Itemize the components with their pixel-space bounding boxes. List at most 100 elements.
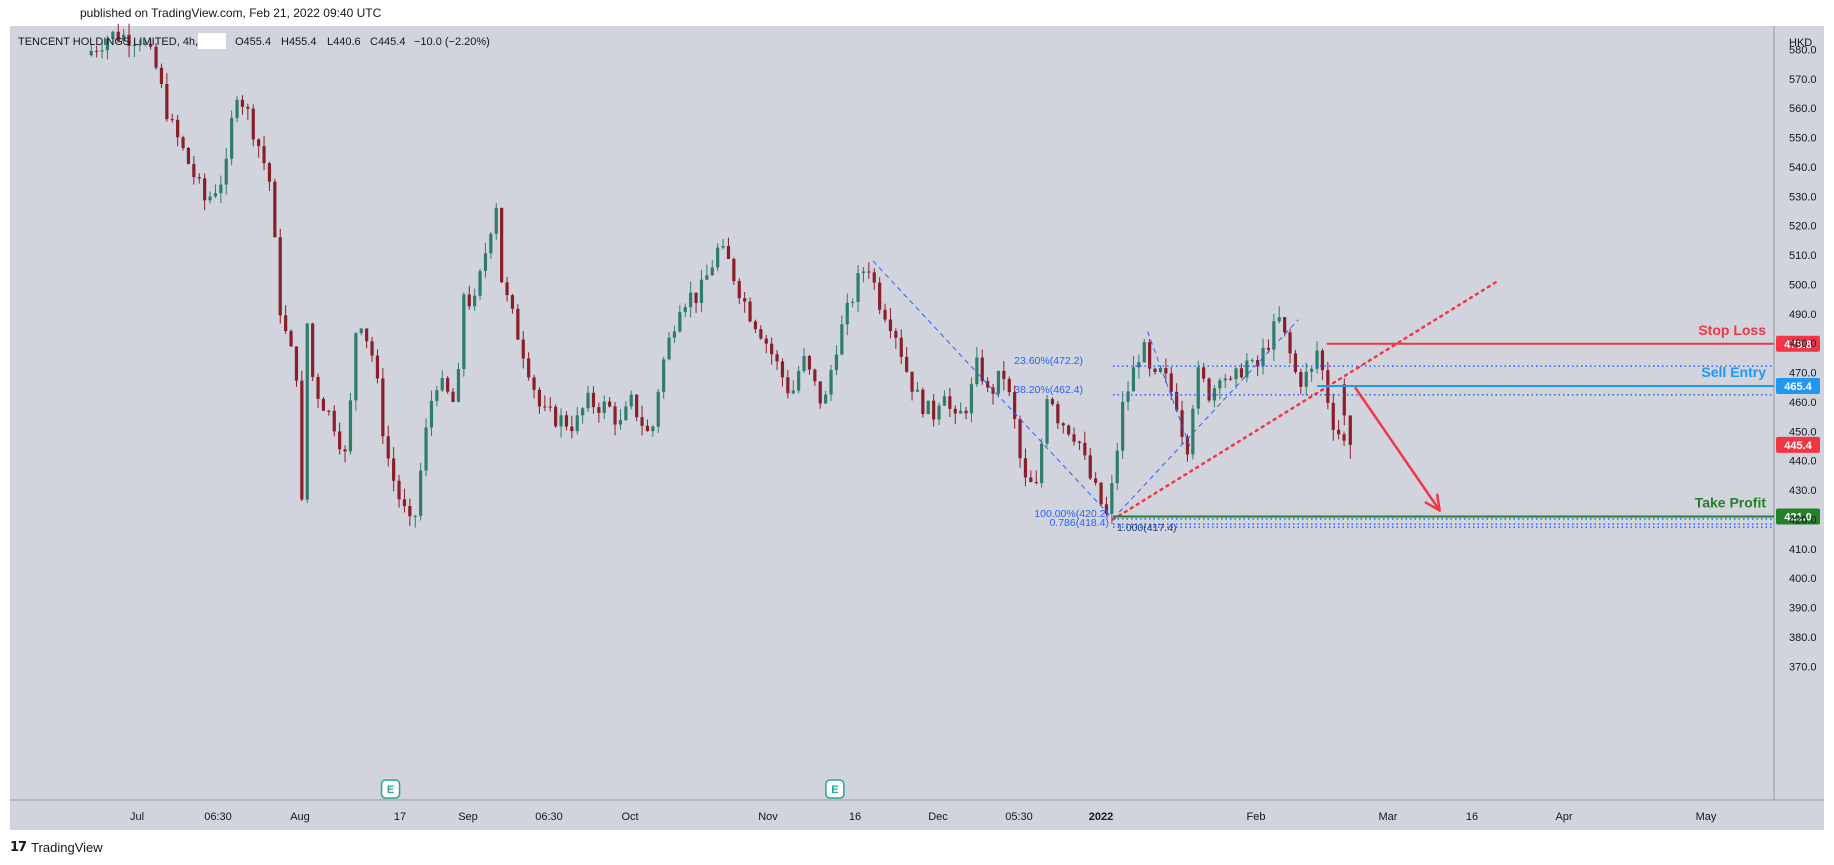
candle-body <box>240 99 245 107</box>
candle-body <box>672 331 677 338</box>
candle-body <box>203 178 207 201</box>
candle-body <box>338 431 342 450</box>
candle-body <box>294 346 299 381</box>
swing-trend-line <box>1147 331 1193 453</box>
candle-body <box>1304 371 1308 387</box>
fib-level-label: 1.000(417.4) <box>1117 522 1177 534</box>
candle-body <box>948 396 952 409</box>
candle-body <box>845 302 849 325</box>
candle-body <box>570 426 574 432</box>
candle-body <box>154 46 158 68</box>
x-tick-label: 05:30 <box>1005 811 1033 823</box>
legend-low: L440.6 <box>327 36 361 48</box>
y-tick-label: 550.0 <box>1789 133 1817 145</box>
candle-body <box>284 315 288 332</box>
candle-body <box>1077 441 1082 443</box>
fib-trend-line <box>1112 319 1299 520</box>
candle-body <box>597 407 601 413</box>
candle-body <box>489 233 493 254</box>
price-scale-tag <box>1776 335 1820 352</box>
candle-body <box>1115 450 1119 484</box>
candle-body <box>1337 429 1341 435</box>
candle-body <box>375 355 380 379</box>
candle-body <box>510 295 515 309</box>
candle-body <box>451 391 455 402</box>
candle-body <box>1104 504 1109 514</box>
candle-body <box>1202 367 1206 379</box>
candle-body <box>624 406 628 420</box>
candle-body <box>1342 434 1346 441</box>
candle-body <box>413 515 417 517</box>
candle-body <box>1256 360 1260 367</box>
candle-body <box>1034 481 1038 484</box>
candle-body <box>1083 442 1087 456</box>
y-tick-label: 560.0 <box>1789 103 1817 115</box>
candle-body <box>1272 321 1276 350</box>
candle-body <box>1277 317 1281 322</box>
y-tick-label: 520.0 <box>1789 221 1817 233</box>
legend-symbol: TENCENT HOLDINGS LIMITED, 4h, <box>18 36 198 48</box>
candle-body <box>289 331 293 347</box>
candle-body <box>213 193 218 197</box>
x-tick-label: 16 <box>1466 811 1478 823</box>
candle-body <box>95 50 99 52</box>
candle-body <box>246 106 250 109</box>
candle-body <box>192 163 196 177</box>
x-tick-label: Apr <box>1555 811 1572 823</box>
candle-body <box>1283 317 1287 333</box>
candle-body <box>802 356 806 371</box>
candle-body <box>537 389 542 407</box>
candle-body <box>1299 372 1303 387</box>
candle-body <box>224 158 228 185</box>
candle-body <box>149 43 153 47</box>
price-scale-tag <box>1776 508 1820 525</box>
candle-body <box>1196 367 1200 409</box>
candle-body <box>969 384 974 414</box>
candle-body <box>273 181 277 238</box>
chart-pane[interactable] <box>10 26 1774 800</box>
y-tick-label: 390.0 <box>1789 603 1817 615</box>
candle-body <box>370 341 374 356</box>
candle-body <box>1131 367 1136 392</box>
candle-body <box>381 378 385 437</box>
candle-body <box>462 294 466 369</box>
candle-body <box>251 108 255 140</box>
time-axis-pane[interactable] <box>10 800 1824 830</box>
candle-body <box>591 392 596 408</box>
trade-level-name: Take Profit <box>1695 495 1767 511</box>
y-tick-label: 480.0 <box>1789 338 1817 350</box>
candle-body <box>278 237 282 316</box>
price-scale-tag-label: 479.8 <box>1784 339 1812 351</box>
candle-body <box>516 308 520 340</box>
candle-body <box>543 406 547 408</box>
candle-body <box>942 396 947 406</box>
candle-body <box>1121 401 1125 451</box>
candle-body <box>321 398 326 411</box>
x-tick-label: 17 <box>394 811 406 823</box>
x-tick-label: 16 <box>849 811 861 823</box>
candle-body <box>1067 425 1071 435</box>
candle-body <box>726 245 731 259</box>
candle-body <box>300 380 304 500</box>
candle-body <box>397 480 401 500</box>
fib-level-label: 100.00%(420.2) <box>1034 508 1109 520</box>
last-price-label: 445.4 <box>1784 440 1812 452</box>
candle-body <box>467 294 471 307</box>
candle-body <box>500 207 504 283</box>
footer-brand[interactable]: 𝟭𝟳 TradingView <box>10 839 103 855</box>
candle-body <box>230 117 234 159</box>
candle-body <box>1007 378 1011 393</box>
candle-body <box>1153 368 1157 373</box>
candle-body <box>1099 482 1103 505</box>
candle-body <box>305 323 309 500</box>
price-axis-pane[interactable] <box>1774 26 1824 800</box>
candle-body <box>716 247 720 268</box>
candle-body <box>122 34 126 41</box>
candle-body <box>888 319 893 332</box>
candle-body <box>678 312 682 332</box>
candle-body <box>181 137 185 149</box>
projection-arrow-head <box>1424 501 1441 512</box>
x-tick-label: Dec <box>928 811 948 823</box>
